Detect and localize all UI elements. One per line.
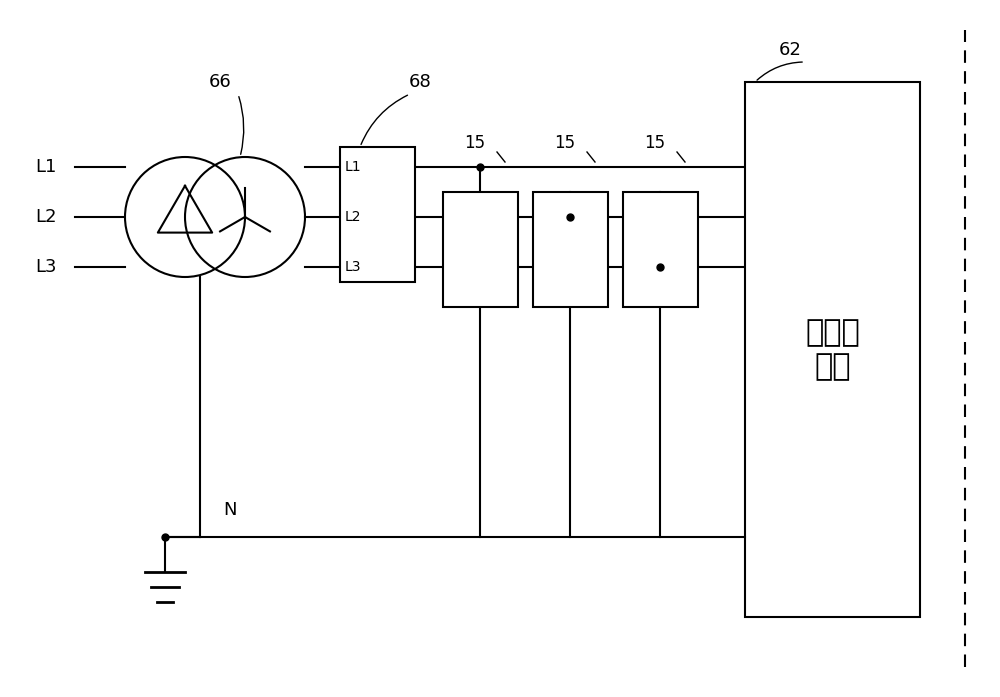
Text: 66: 66 (209, 73, 231, 91)
Text: 15: 15 (554, 134, 576, 152)
Text: L2: L2 (345, 210, 362, 224)
Text: L1: L1 (35, 158, 56, 176)
Bar (745, 82, 920, 617)
Bar (340, 147, 415, 282)
Text: 68: 68 (409, 73, 431, 91)
Bar (532, 192, 608, 307)
Text: 15: 15 (464, 134, 486, 152)
Circle shape (185, 157, 305, 277)
Text: 62: 62 (779, 41, 801, 59)
Text: 主分配
面板: 主分配 面板 (805, 319, 860, 381)
Text: L1: L1 (345, 160, 362, 174)
Circle shape (125, 157, 245, 277)
Text: L3: L3 (35, 258, 56, 276)
Text: L3: L3 (345, 260, 362, 274)
Text: L2: L2 (35, 208, 56, 226)
Bar (622, 192, 698, 307)
Text: 15: 15 (644, 134, 666, 152)
Bar (442, 192, 518, 307)
Text: N: N (223, 501, 237, 519)
